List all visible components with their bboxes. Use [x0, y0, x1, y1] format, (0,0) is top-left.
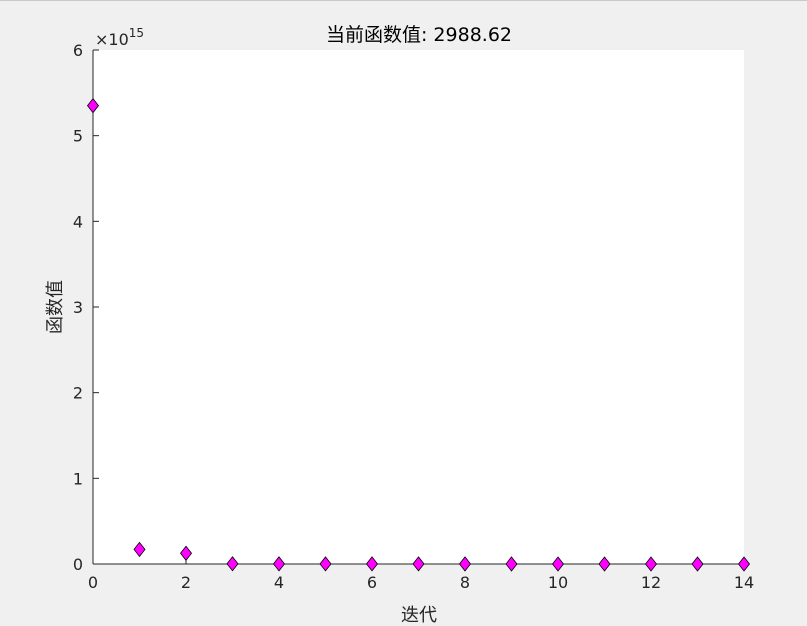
data-point-marker [691, 556, 704, 572]
x-tick-label: 4 [274, 573, 284, 592]
y-exponent-label: ×1015 [95, 26, 144, 49]
y-tick-label: 6 [73, 41, 83, 60]
data-point-marker [86, 98, 100, 114]
data-point-marker [505, 556, 518, 572]
data-point-marker [319, 556, 332, 572]
x-tick-label: 6 [367, 573, 377, 592]
data-point-marker [133, 541, 146, 558]
y-tick-label: 2 [73, 384, 83, 403]
y-tick-label: 4 [73, 212, 83, 231]
data-point-marker [412, 556, 425, 572]
data-point-marker [644, 556, 658, 572]
x-axis-title: 迭代 [401, 605, 437, 626]
y-exponent-power: 15 [129, 26, 144, 40]
y-axis-title: 函数值 [45, 280, 66, 334]
x-tick-label: 14 [734, 573, 754, 592]
y-exponent-base: ×10 [95, 30, 129, 49]
axis-labels: 当前函数值: 2988.62 迭代 函数值 ×1015 [45, 24, 512, 626]
y-tick-label: 1 [73, 469, 83, 488]
data-markers [86, 98, 751, 572]
data-point-marker [365, 556, 379, 572]
chart-title: 当前函数值: 2988.62 [326, 24, 512, 46]
x-tick-label: 0 [88, 573, 98, 592]
data-point-marker [272, 556, 286, 572]
data-point-marker [458, 556, 472, 572]
data-point-marker [551, 556, 565, 572]
x-tick-label: 12 [641, 573, 661, 592]
y-tick-label: 3 [73, 298, 83, 317]
x-tick-label: 10 [548, 573, 568, 592]
x-tick-label: 8 [460, 573, 470, 592]
data-point-marker [737, 556, 751, 572]
data-point-marker [179, 545, 193, 561]
data-point-marker [598, 556, 611, 572]
y-tick-label: 5 [73, 127, 83, 146]
plot-area [93, 50, 744, 564]
data-point-marker [226, 556, 239, 572]
y-tick-label: 0 [73, 555, 83, 574]
x-tick-label: 2 [181, 573, 191, 592]
